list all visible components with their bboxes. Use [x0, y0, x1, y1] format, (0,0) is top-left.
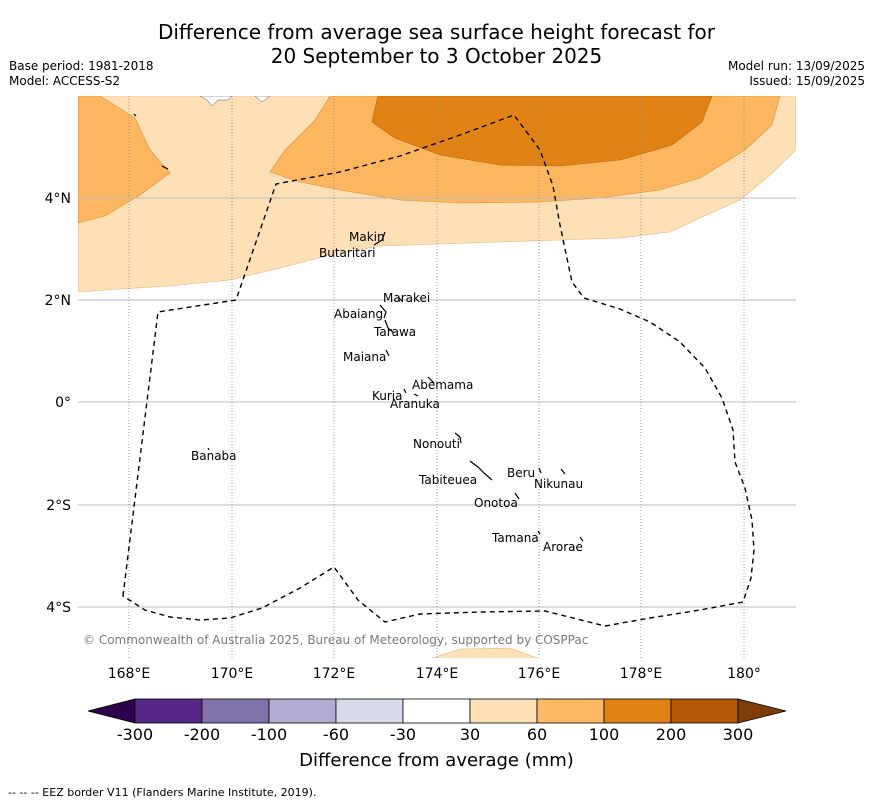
place-label: Banaba: [191, 449, 237, 463]
island-tarawa: [384, 319, 395, 334]
place-label: Makin: [349, 230, 385, 244]
colorbar-segment: [201, 698, 270, 724]
base-period: Base period: 1981-2018: [9, 59, 154, 73]
place-label: Tamana: [491, 531, 539, 545]
colorbar-tick: 200: [655, 725, 687, 744]
colorbar-tick: 100: [588, 725, 620, 744]
lat-label: 4°N: [45, 191, 71, 207]
land-patch: [199, 96, 233, 107]
meridians: [128, 96, 745, 658]
chart-title: Difference from average sea surface heig…: [0, 20, 873, 68]
island-aranuka: [413, 393, 419, 397]
island-tabiteuea: [469, 460, 493, 481]
colorbar-tick: 60: [526, 725, 548, 744]
colorbar-title: Difference from average (mm): [299, 750, 574, 771]
place-label: Kuria: [372, 389, 403, 403]
place-label: Nonouti: [413, 437, 460, 451]
place-label: Marakei: [383, 291, 430, 305]
place-label: Beru: [507, 466, 535, 480]
island-nonouti: [454, 432, 462, 444]
place-label: Butaritari: [319, 246, 376, 260]
colorbar-low-extend: [87, 698, 136, 724]
colorbar: [87, 698, 787, 724]
colorbar-segment: [402, 698, 471, 724]
lat-label: 4°S: [46, 600, 71, 616]
place-label: Abaiang: [334, 307, 383, 321]
colorbar-tick: -60: [322, 725, 350, 744]
island-beru: [538, 467, 542, 474]
colorbar-segment: [268, 698, 337, 724]
island-west: [161, 165, 169, 170]
colorbar-tick: -30: [389, 725, 417, 744]
island-maiana: [385, 349, 390, 357]
colorbar-tick: 300: [722, 725, 754, 744]
eez-border: [122, 114, 755, 627]
colorbar-high-extend: [737, 698, 787, 724]
lon-label: 178°E: [620, 666, 663, 682]
island-banaba: [207, 447, 210, 451]
map: Makin Butaritari Marakei Abaiang Tarawa …: [45, 96, 796, 682]
island-abemama: [427, 376, 435, 384]
colorbar-tick: -300: [116, 725, 154, 744]
colorbar-segment: [536, 698, 605, 724]
lon-label: 168°E: [108, 666, 151, 682]
colorbar-tick: -100: [250, 725, 288, 744]
lon-label: 170°E: [211, 666, 254, 682]
colorbar-segment: [335, 698, 404, 724]
place-label: Onotoa: [474, 496, 518, 510]
meta-left: Base period: 1981-2018 Model: ACCESS-S2: [9, 59, 154, 89]
field-30-60-south: [431, 647, 539, 658]
lon-label: 174°E: [416, 666, 459, 682]
place-label: Aranuka: [390, 397, 440, 411]
lon-axis: 168°E 170°E 172°E 174°E 176°E 178°E 180°: [108, 666, 761, 682]
copyright-notice: © Commonwealth of Australia 2025, Bureau…: [83, 633, 588, 647]
title-line-2: 20 September to 3 October 2025: [270, 44, 603, 68]
lon-label: 176°E: [518, 666, 561, 682]
place-names: Makin Butaritari Marakei Abaiang Tarawa …: [191, 230, 583, 554]
lat-label: 0°: [55, 395, 71, 411]
island-nikunau: [560, 468, 566, 475]
lat-label: 2°N: [45, 293, 71, 309]
place-label: Tabiteuea: [418, 473, 477, 487]
colorbar-segment: [603, 698, 672, 724]
place-label: Tarawa: [373, 325, 416, 339]
lon-label: 180°: [727, 666, 761, 682]
island-kuria: [403, 388, 407, 394]
island-tamana: [537, 530, 541, 535]
anomaly-fields: [78, 96, 796, 658]
island-northwest: [133, 113, 137, 117]
footer-note: -- -- -- EEZ border V11 (Flanders Marine…: [8, 786, 317, 799]
colorbar-tick: 30: [459, 725, 481, 744]
island-makin-butaritari: [373, 231, 386, 246]
issued-date: Issued: 15/09/2025: [749, 74, 865, 88]
island-abaiang: [379, 304, 387, 319]
meta-right: Model run: 13/09/2025 Issued: 15/09/2025: [728, 59, 865, 89]
colorbar-segment: [469, 698, 538, 724]
place-label: Maiana: [343, 350, 386, 364]
field-60-100-west: [78, 96, 171, 224]
place-label: Arorae: [543, 540, 583, 554]
land-patch: [254, 96, 271, 103]
colorbar-tick: -200: [183, 725, 221, 744]
lat-label: 2°S: [46, 498, 71, 514]
colorbar-segment: [670, 698, 739, 724]
title-line-1: Difference from average sea surface heig…: [157, 20, 716, 44]
island-arorae: [579, 536, 584, 542]
islands: [133, 113, 584, 542]
island-marakei: [397, 296, 403, 302]
place-label: Nikunau: [534, 477, 583, 491]
island-onotoa: [514, 492, 520, 500]
lon-label: 172°E: [313, 666, 356, 682]
model-name: Model: ACCESS-S2: [9, 74, 121, 88]
colorbar-segment: [134, 698, 203, 724]
model-run: Model run: 13/09/2025: [727, 59, 865, 73]
place-label: Abemama: [412, 378, 473, 392]
field-100-200: [371, 96, 713, 167]
colorbar-ticks: -300 -200 -100 -60 -30 30 60 100 200 300: [0, 725, 873, 745]
lat-axis: 4°N 2°N 0° 2°S 4°S: [45, 191, 72, 616]
